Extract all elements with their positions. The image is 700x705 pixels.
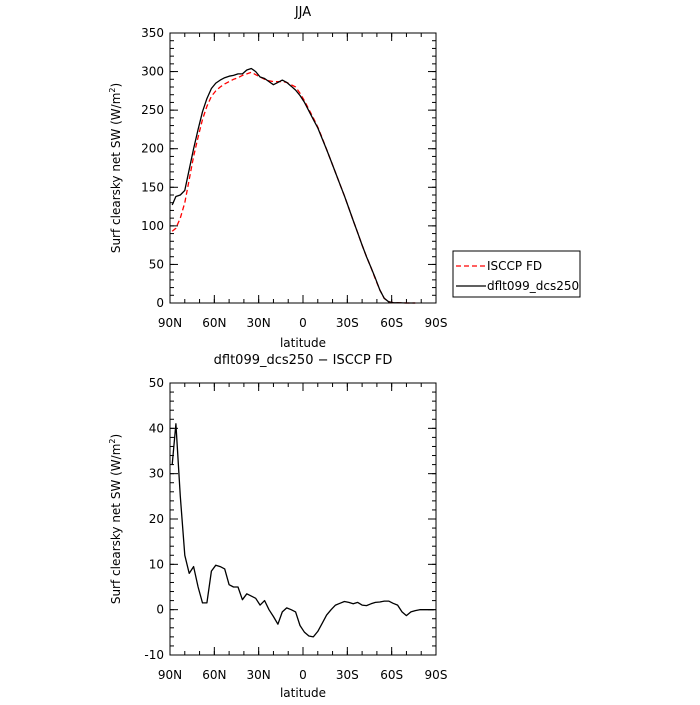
- top-ytick-label: 50: [149, 257, 164, 271]
- legend-label-dflt: dflt099_dcs250: [487, 279, 579, 293]
- bottom-y-axis-label-main: Surf clearsky net SW (W/m: [109, 444, 123, 605]
- bottom-ytick-label: 10: [149, 557, 164, 571]
- top-xtick-label: 60S: [380, 316, 403, 330]
- top-series: [171, 67, 416, 304]
- top-y-axis-label-tail: ): [109, 83, 123, 88]
- top-chart: JJA 0 50 100 150 200 250 300 350 90N 60N 30N 0 30S 6…: [108, 5, 447, 350]
- bottom-ytick-labels: -10 0 10 20 30 40 50: [144, 376, 164, 662]
- top-xtick-label: 30S: [336, 316, 359, 330]
- top-xtick-label: 90S: [425, 316, 448, 330]
- top-chart-title: JJA: [294, 5, 311, 20]
- top-xtick-label: 90N: [158, 316, 182, 330]
- legend-box: [452, 250, 581, 298]
- bottom-series: [171, 423, 434, 638]
- top-xtick-label: 60N: [202, 316, 226, 330]
- bottom-y-axis-label-tail: ): [109, 434, 123, 439]
- bottom-xtick-label: 0: [299, 668, 307, 682]
- top-series-line-1: [171, 67, 416, 304]
- bottom-ytick-label: 50: [149, 376, 164, 390]
- top-ytick-label: 200: [141, 142, 164, 156]
- top-ytick-label: 0: [156, 296, 164, 310]
- bottom-ytick-label: 20: [149, 512, 164, 526]
- top-minor-ticks: [169, 32, 437, 304]
- bottom-xtick-label: 90N: [158, 668, 182, 682]
- top-ytick-label: 350: [141, 26, 164, 40]
- bottom-minor-ticks: [169, 382, 437, 656]
- top-series-line-0: [171, 71, 416, 304]
- bottom-y-axis-label-sup: 2: [108, 439, 117, 444]
- bottom-xtick-labels: 90N 60N 30N 0 30S 60S 90S: [158, 668, 448, 682]
- top-ytick-label: 150: [141, 180, 164, 194]
- bottom-ytick-label: 30: [149, 467, 164, 481]
- top-major-ticks: [169, 32, 437, 304]
- bottom-chart: dflt099_dcs250 − ISCCP FD -1001020304050…: [108, 353, 447, 700]
- bottom-xtick-label: 30N: [247, 668, 271, 682]
- bottom-xtick-label: 60N: [202, 668, 226, 682]
- bottom-ytick-label: -10: [144, 648, 164, 662]
- top-y-axis-label-main: Surf clearsky net SW (W/m: [109, 93, 123, 254]
- bottom-major-ticks: [169, 382, 437, 656]
- bottom-x-axis-label: latitude: [280, 686, 326, 700]
- bottom-plot-frame: [169, 382, 437, 656]
- top-x-axis-label: latitude: [280, 336, 326, 350]
- bottom-series-line-0: [171, 423, 434, 638]
- legend: ISCCP FD dflt099_dcs250: [452, 250, 581, 298]
- top-xtick-label: 30N: [247, 316, 271, 330]
- top-y-axis-label-sup: 2: [108, 88, 117, 93]
- top-xtick-labels: 90N 60N 30N 0 30S 60S 90S: [158, 316, 448, 330]
- bottom-y-axis-label: Surf clearsky net SW (W/m2): [108, 434, 123, 604]
- top-ytick-labels: 0 50 100 150 200 250 300 350: [141, 26, 164, 310]
- bottom-chart-title: dflt099_dcs250 − ISCCP FD: [214, 353, 393, 368]
- top-ytick-label: 250: [141, 103, 164, 117]
- top-ytick-label: 100: [141, 219, 164, 233]
- top-plot-frame: [169, 32, 437, 304]
- top-ytick-label: 300: [141, 65, 164, 79]
- bottom-xtick-label: 90S: [425, 668, 448, 682]
- legend-label-isccp: ISCCP FD: [487, 259, 542, 273]
- bottom-xtick-label: 30S: [336, 668, 359, 682]
- bottom-ytick-label: 0: [156, 603, 164, 617]
- top-xtick-label: 0: [299, 316, 307, 330]
- bottom-xtick-label: 60S: [380, 668, 403, 682]
- bottom-ytick-label: 40: [149, 421, 164, 435]
- top-y-axis-label: Surf clearsky net SW (W/m2): [108, 83, 123, 253]
